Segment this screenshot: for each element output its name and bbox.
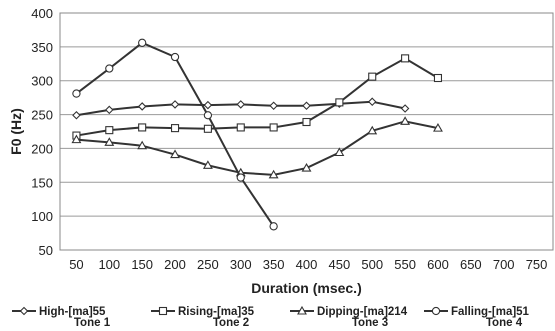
data-point (236, 100, 246, 109)
data-point (269, 101, 278, 111)
data-point (334, 147, 345, 157)
legend-marker (431, 306, 441, 316)
data-point (367, 125, 378, 135)
data-point (138, 123, 147, 132)
x-tick-label: 200 (164, 257, 186, 272)
x-tick-label: 150 (131, 257, 153, 272)
x-tick-label: 250 (197, 257, 219, 272)
x-tick-label: 50 (69, 257, 83, 272)
data-point (367, 97, 377, 106)
x-tick-label: 350 (263, 257, 285, 272)
data-point (236, 123, 245, 132)
data-point (71, 134, 82, 144)
series-line (76, 120, 439, 176)
series-1 (72, 97, 410, 120)
legend-tone-label: Tone 2 (213, 317, 249, 329)
plot-area-frame (59, 12, 554, 251)
x-tick-label: 450 (329, 257, 351, 272)
data-point (401, 54, 410, 63)
y-tick-label: 250 (31, 108, 53, 123)
data-point (269, 123, 278, 132)
legend-label: Falling-[ma]51 (451, 306, 530, 318)
x-tick-label: 600 (427, 257, 449, 272)
legend-marker (158, 306, 168, 316)
y-tick-label: 100 (31, 209, 53, 224)
data-point (301, 162, 312, 172)
x-tick-label: 100 (98, 257, 120, 272)
data-point (268, 169, 279, 179)
data-point (170, 124, 180, 133)
data-point (170, 100, 180, 109)
legend-tone-label: Tone 4 (486, 317, 523, 329)
data-point (302, 101, 311, 111)
x-tick-label: 300 (230, 257, 252, 272)
data-point (202, 160, 213, 169)
y-tick-label: 400 (31, 6, 53, 21)
series-4 (72, 38, 278, 231)
legend-tone-label: Tone 3 (352, 317, 388, 329)
legend-label: High-[ma]55 (39, 306, 106, 318)
x-tick-label: 550 (394, 257, 416, 272)
data-point (203, 111, 213, 120)
y-tick-label: 200 (31, 141, 53, 156)
data-point (236, 173, 245, 182)
x-tick-label: 650 (460, 257, 482, 272)
series-line (76, 57, 439, 137)
data-point (302, 117, 311, 127)
data-point (104, 137, 115, 146)
data-point (105, 64, 114, 73)
x-axis-tick-labels: 50 100 150 200 250 300 350 400 450 500 550 600 650 70… (69, 257, 547, 272)
x-tick-label: 750 (526, 257, 548, 272)
data-point (105, 126, 114, 135)
y-tick-label: 350 (31, 40, 53, 55)
data-point (170, 52, 180, 62)
data-point (137, 140, 148, 150)
data-point (433, 123, 443, 132)
data-point (170, 149, 180, 159)
data-point (105, 105, 114, 115)
x-tick-label: 400 (296, 257, 318, 272)
legend-label: Dipping-[ma]214 (317, 306, 408, 318)
data-point (137, 102, 147, 111)
legend-marker (19, 306, 29, 316)
x-tick-label: 500 (361, 257, 383, 272)
legend-tone-label: Tone 1 (74, 317, 111, 329)
data-point (368, 72, 377, 81)
data-point (138, 38, 147, 47)
y-tick-label: 300 (31, 74, 53, 89)
data-point (203, 124, 212, 133)
series-2 (72, 54, 443, 140)
data-point (433, 73, 443, 83)
x-tick-label: 700 (493, 257, 515, 272)
data-point (269, 222, 278, 231)
series-3 (71, 116, 443, 179)
data-point (72, 110, 81, 120)
data-point (203, 100, 213, 110)
y-axis-tick-labels: 50 100 150 200 250 300 350 400 (31, 6, 53, 258)
y-axis-title: F0 (Hz) (8, 108, 24, 155)
y-tick-label: 50 (39, 243, 53, 258)
data-point (400, 104, 410, 113)
data-point (72, 89, 81, 98)
data-point (335, 98, 344, 107)
legend-label: Rising-[ma]35 (178, 306, 255, 318)
y-tick-label: 150 (31, 175, 53, 190)
data-point (400, 116, 411, 125)
x-axis-title: Duration (msec.) (251, 280, 361, 296)
legend-marker (297, 305, 307, 315)
series-lines (71, 38, 443, 231)
